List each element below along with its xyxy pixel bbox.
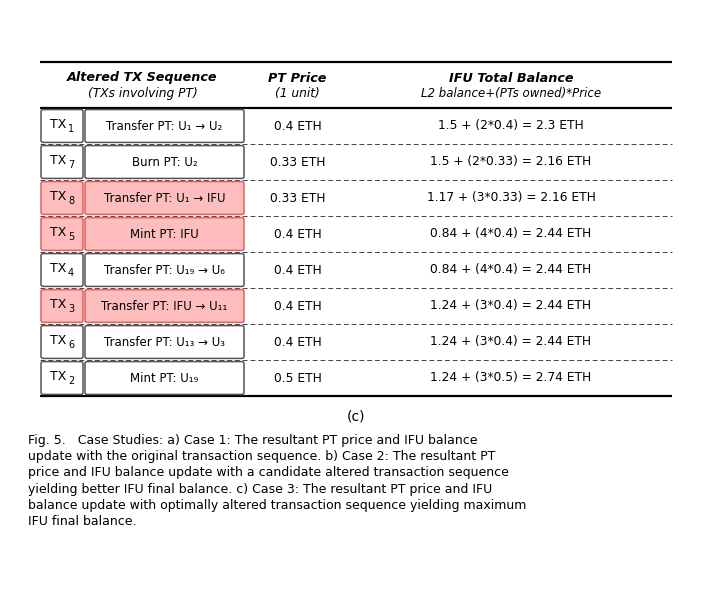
FancyBboxPatch shape	[41, 146, 83, 178]
Text: balance update with optimally altered transaction sequence yielding maximum: balance update with optimally altered tr…	[28, 499, 527, 512]
FancyBboxPatch shape	[41, 362, 83, 394]
FancyBboxPatch shape	[85, 290, 244, 323]
Text: TX: TX	[49, 334, 66, 347]
Text: 1.5 + (2*0.33) = 2.16 ETH: 1.5 + (2*0.33) = 2.16 ETH	[431, 155, 592, 169]
Text: 8: 8	[68, 196, 74, 206]
Text: Mint PT: IFU: Mint PT: IFU	[130, 228, 199, 241]
FancyBboxPatch shape	[41, 110, 83, 143]
Text: Transfer PT: U₁ → U₂: Transfer PT: U₁ → U₂	[106, 120, 223, 132]
Text: 1: 1	[68, 125, 74, 134]
FancyBboxPatch shape	[85, 326, 244, 358]
Text: 1.24 + (3*0.4) = 2.44 ETH: 1.24 + (3*0.4) = 2.44 ETH	[431, 300, 592, 312]
Text: 1.5 + (2*0.4) = 2.3 ETH: 1.5 + (2*0.4) = 2.3 ETH	[438, 120, 584, 132]
Text: yielding better IFU final balance. c) Case 3: The resultant PT price and IFU: yielding better IFU final balance. c) Ca…	[28, 483, 492, 495]
FancyBboxPatch shape	[41, 217, 83, 250]
Text: 1.24 + (3*0.5) = 2.74 ETH: 1.24 + (3*0.5) = 2.74 ETH	[431, 371, 592, 385]
Text: 0.84 + (4*0.4) = 2.44 ETH: 0.84 + (4*0.4) = 2.44 ETH	[431, 264, 592, 276]
FancyBboxPatch shape	[85, 110, 244, 143]
Text: 0.84 + (4*0.4) = 2.44 ETH: 0.84 + (4*0.4) = 2.44 ETH	[431, 228, 592, 241]
Text: 0.4 ETH: 0.4 ETH	[274, 335, 322, 349]
Text: IFU Total Balance: IFU Total Balance	[449, 72, 573, 84]
Text: TX: TX	[49, 262, 66, 275]
Text: Mint PT: U₁₉: Mint PT: U₁₉	[130, 371, 199, 385]
Text: 6: 6	[68, 341, 74, 350]
Text: TX: TX	[49, 118, 66, 131]
Text: (TXs involving PT): (TXs involving PT)	[88, 87, 197, 99]
FancyBboxPatch shape	[85, 182, 244, 214]
Text: Altered TX Sequence: Altered TX Sequence	[67, 72, 218, 84]
Text: TX: TX	[49, 370, 66, 383]
FancyBboxPatch shape	[41, 182, 83, 214]
FancyBboxPatch shape	[85, 146, 244, 178]
Text: 0.33 ETH: 0.33 ETH	[270, 155, 325, 169]
Text: 4: 4	[68, 268, 74, 279]
Text: L2 balance+(PTs owned)*Price: L2 balance+(PTs owned)*Price	[421, 87, 601, 99]
Text: 0.4 ETH: 0.4 ETH	[274, 300, 322, 312]
Text: TX: TX	[49, 298, 66, 311]
FancyBboxPatch shape	[41, 290, 83, 323]
FancyBboxPatch shape	[85, 253, 244, 287]
Text: 0.4 ETH: 0.4 ETH	[274, 264, 322, 276]
Text: 7: 7	[68, 161, 74, 170]
FancyBboxPatch shape	[85, 217, 244, 250]
Text: 2: 2	[68, 376, 74, 386]
Text: TX: TX	[49, 154, 66, 167]
Text: TX: TX	[49, 226, 66, 239]
FancyBboxPatch shape	[41, 253, 83, 287]
Text: Transfer PT: U₁₉ → U₆: Transfer PT: U₁₉ → U₆	[104, 264, 225, 276]
Text: 0.5 ETH: 0.5 ETH	[274, 371, 322, 385]
Text: 0.4 ETH: 0.4 ETH	[274, 120, 322, 132]
Text: 5: 5	[68, 232, 74, 243]
Text: Transfer PT: U₁₃ → U₃: Transfer PT: U₁₃ → U₃	[104, 335, 225, 349]
Text: 3: 3	[68, 305, 74, 314]
Text: 0.4 ETH: 0.4 ETH	[274, 228, 322, 241]
Text: 0.33 ETH: 0.33 ETH	[270, 191, 325, 205]
Text: 1.24 + (3*0.4) = 2.44 ETH: 1.24 + (3*0.4) = 2.44 ETH	[431, 335, 592, 349]
Text: TX: TX	[49, 190, 66, 203]
FancyBboxPatch shape	[41, 326, 83, 358]
Text: Transfer PT: U₁ → IFU: Transfer PT: U₁ → IFU	[104, 191, 226, 205]
Text: 1.17 + (3*0.33) = 2.16 ETH: 1.17 + (3*0.33) = 2.16 ETH	[426, 191, 595, 205]
Text: Burn PT: U₂: Burn PT: U₂	[132, 155, 197, 169]
Text: (1 unit): (1 unit)	[275, 87, 320, 99]
FancyBboxPatch shape	[85, 362, 244, 394]
Text: (c): (c)	[346, 410, 366, 424]
Text: Fig. 5.   Case Studies: a) Case 1: The resultant PT price and IFU balance: Fig. 5. Case Studies: a) Case 1: The res…	[28, 434, 477, 447]
Text: IFU final balance.: IFU final balance.	[28, 515, 136, 528]
Text: price and IFU balance update with a candidate altered transaction sequence: price and IFU balance update with a cand…	[28, 467, 509, 479]
Text: PT Price: PT Price	[269, 72, 327, 84]
Text: Transfer PT: IFU → U₁₁: Transfer PT: IFU → U₁₁	[101, 300, 228, 312]
Text: update with the original transaction sequence. b) Case 2: The resultant PT: update with the original transaction seq…	[28, 450, 496, 463]
